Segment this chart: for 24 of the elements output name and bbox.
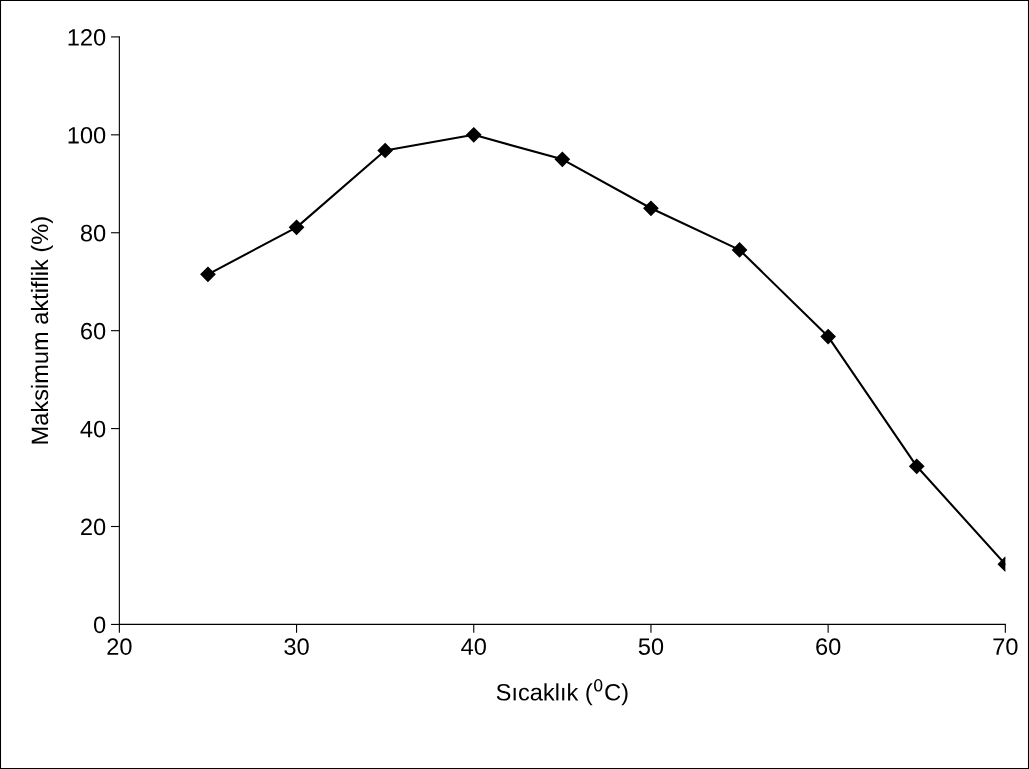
x-tick-label: 60: [816, 638, 841, 655]
point: [377, 142, 393, 159]
point: [554, 151, 570, 167]
point: [466, 127, 482, 143]
x-axis-title: Sıcaklık ($^{0}$C): [496, 679, 628, 706]
y-tick-label: 80: [80, 224, 106, 242]
y-tick-label: 20: [81, 518, 106, 536]
y-tick-label: 60: [81, 322, 106, 340]
y-tick-label: 100: [68, 126, 106, 144]
y-axis-title: Maksimum aktiflik (%): [30, 217, 53, 444]
x-tick-label: 30: [284, 638, 309, 655]
x-tick-label: 40: [461, 638, 486, 655]
point: [643, 200, 659, 216]
point: [909, 458, 925, 474]
y-tick-label: 120: [68, 28, 106, 46]
point: [200, 266, 216, 282]
point: [288, 219, 305, 235]
point: [731, 242, 748, 258]
y-tick-label: 0: [93, 616, 106, 634]
x-tick-label: 70: [993, 638, 1018, 655]
x-tick-label: 50: [638, 638, 664, 655]
y-tick-label: 40: [80, 420, 106, 438]
point: [820, 328, 836, 345]
x-tick-label: 20: [107, 638, 132, 655]
